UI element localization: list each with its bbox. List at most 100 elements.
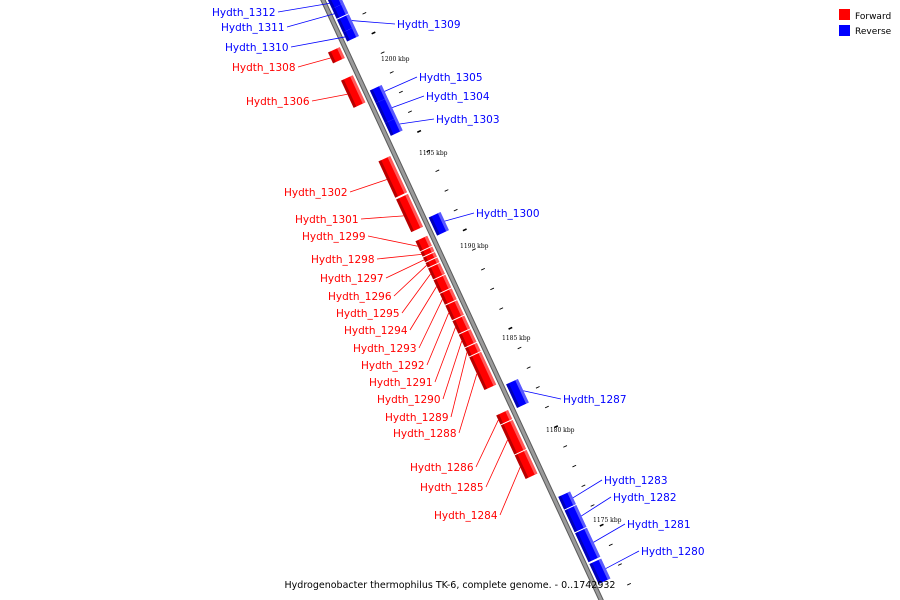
gene-shadow [341,79,357,108]
gene-label-hydth-1294[interactable]: Hydth_1294 [344,325,408,337]
gene-label-hydth-1290[interactable]: Hydth_1290 [377,394,441,406]
gene-label-hydth-1280[interactable]: Hydth_1280 [641,546,705,558]
minor-tick [362,12,367,15]
gene-shadow [420,250,426,257]
gene-label-hydth-1291[interactable]: Hydth_1291 [369,377,433,389]
gene-label-hydth-1310[interactable]: Hydth_1310 [225,42,289,54]
gene-hydth-1306-glyph [341,75,366,108]
leader-line [277,2,330,13]
tick-label: 1185 kbp [502,335,531,342]
gene-shadow [327,0,335,9]
gene-label-hydth-1298[interactable]: Hydth_1298 [311,254,375,266]
gene-hydth-1280-glyph [589,558,611,585]
gene-highlight [584,527,601,559]
gene-label-hydth-1302[interactable]: Hydth_1302 [284,187,348,199]
gene-label-hydth-1292[interactable]: Hydth_1292 [361,360,425,372]
gene-label-hydth-1309[interactable]: Hydth_1309 [397,19,461,31]
gene-label-hydth-1299[interactable]: Hydth_1299 [302,231,366,243]
gene-label-hydth-1312[interactable]: Hydth_1312 [212,7,276,19]
leader-line [444,212,475,222]
gene-label-hydth-1293[interactable]: Hydth_1293 [353,343,417,355]
gene-hydth-1283-glyph [558,491,576,510]
gene-hydth-1292-glyph [445,300,464,321]
gene-label-hydth-1306[interactable]: Hydth_1306 [246,96,310,108]
gene-label-hydth-1282[interactable]: Hydth_1282 [613,492,677,504]
minor-tick [526,366,531,369]
gene-hydth-1286-glyph [496,409,513,425]
gene-label-hydth-1296[interactable]: Hydth_1296 [328,291,392,303]
gene-hydth-1312-glyph [327,0,344,9]
minor-tick [435,169,440,173]
leader-line [485,439,508,488]
leader-line [311,93,348,102]
gene-hydth-1281-glyph [575,527,601,563]
gene-label-hydth-1284[interactable]: Hydth_1284 [434,510,498,522]
gene-label-hydth-1300[interactable]: Hydth_1300 [476,208,540,220]
gene-highlight [378,84,388,99]
gene-label-hydth-1286[interactable]: Hydth_1286 [410,462,474,474]
gene-label-hydth-1301[interactable]: Hydth_1301 [295,214,359,226]
leader-line [605,550,640,569]
gene-hydth-1309-glyph [337,14,355,33]
gene-label-hydth-1281[interactable]: Hydth_1281 [627,519,691,531]
gene-shadow [423,256,428,263]
gene-shadow [415,239,423,252]
gene-highlight [384,97,397,119]
gene-hydth-1295-glyph [428,262,445,280]
gene-highlight [478,351,497,386]
minor-tick [590,504,595,507]
leader-line [593,523,626,543]
gene-highlight [387,155,408,194]
gene-label-hydth-1297[interactable]: Hydth_1297 [320,273,384,285]
gene-highlight [346,14,355,29]
gene-label-hydth-1308[interactable]: Hydth_1308 [232,62,296,74]
minor-tick [517,346,522,350]
gene-label-hydth-1283[interactable]: Hydth_1283 [604,475,668,487]
gene-highlight [454,300,464,316]
leader-line [475,419,499,468]
leader-line [349,179,388,193]
gene-hydth-1302-glyph [378,155,408,198]
gene-hydth-1310-glyph [342,26,359,42]
tick-label: 1190 kbp [460,243,489,250]
leader-line [572,479,603,499]
gene-label-hydth-1287[interactable]: Hydth_1287 [563,394,627,406]
minor-tick [380,51,385,54]
gene-shadow [331,7,340,19]
gene-label-hydth-1305[interactable]: Hydth_1305 [419,72,483,84]
gene-hydth-1299-glyph [415,235,432,252]
minor-tick [617,563,622,566]
gene-shadow [445,304,455,321]
leader-line [297,57,331,68]
gene-shadow [428,267,436,280]
gene-highlight [405,194,424,228]
gene-highlight [523,449,538,475]
gene-hydth-1289-glyph [465,342,481,357]
leader-line [376,254,422,260]
legend-forward-swatch [839,9,850,20]
gene-highlight [461,315,471,330]
gene-highlight [442,274,452,289]
gene-label-hydth-1295[interactable]: Hydth_1295 [336,308,400,320]
tick-label: 1195 kbp [419,150,448,157]
gene-highlight [432,252,437,258]
leader-line [426,312,450,366]
gene-label-hydth-1289[interactable]: Hydth_1289 [385,412,449,424]
gene-label-hydth-1303[interactable]: Hydth_1303 [436,114,500,126]
leader-line [499,466,521,516]
gene-label-hydth-1285[interactable]: Hydth_1285 [420,482,484,494]
major-tick [553,425,559,429]
leader-line [385,259,425,279]
label-leader-lines [277,2,640,569]
gene-hydth-1300-glyph [428,212,449,236]
gene-highlight [437,262,445,276]
gene-label-hydth-1304[interactable]: Hydth_1304 [426,91,490,103]
gene-label-hydth-1288[interactable]: Hydth_1288 [393,428,457,440]
gene-shadow [564,509,578,533]
gene-shadow [458,333,468,348]
minor-tick [608,543,613,547]
leader-line [581,496,612,517]
gene-label-hydth-1311[interactable]: Hydth_1311 [221,22,285,34]
